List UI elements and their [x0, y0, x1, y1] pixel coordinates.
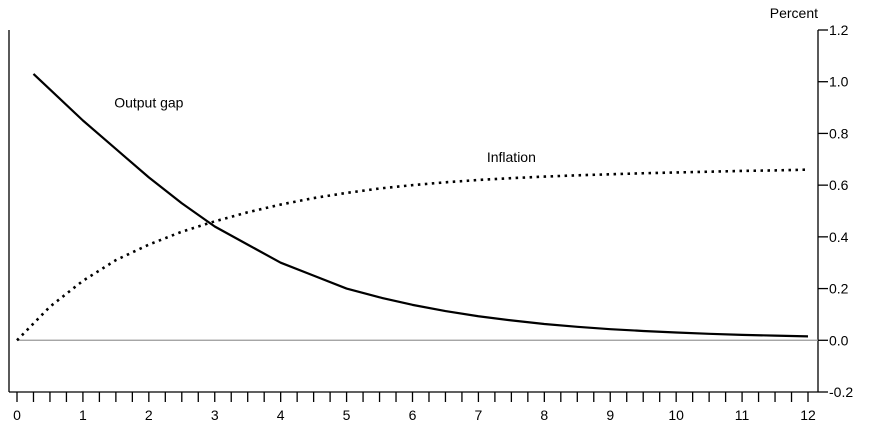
y-tick-label: 1.2 — [829, 22, 849, 38]
inflation-label: Inflation — [487, 149, 536, 165]
x-tick-label: 4 — [277, 407, 285, 423]
x-tick-label: 11 — [735, 407, 750, 423]
y-tick-label: 1.0 — [829, 74, 849, 90]
x-tick-label: 12 — [800, 407, 816, 423]
x-tick-label: 1 — [79, 407, 87, 423]
axes-layer — [8, 29, 828, 402]
x-tick-label: 5 — [343, 407, 351, 423]
series-layer — [16, 73, 809, 342]
x-tick-label: 7 — [475, 407, 483, 423]
y-tick-label: 0.0 — [829, 332, 849, 348]
x-tick-label: 8 — [540, 407, 548, 423]
x-tick-label: 2 — [145, 407, 153, 423]
y-tick-label: 0.8 — [829, 125, 849, 141]
x-tick-label: 9 — [606, 407, 614, 423]
y-tick-label: 0.6 — [829, 177, 849, 193]
x-tick-label: 10 — [668, 407, 684, 423]
y-axis-unit-label: Percent — [770, 5, 818, 21]
y-tick-label: -0.2 — [829, 384, 853, 400]
y-tick-label: 0.4 — [829, 229, 849, 245]
x-tick-label: 6 — [409, 407, 417, 423]
output-gap-series-line — [32, 73, 809, 338]
y-tick-label: 0.2 — [829, 281, 849, 297]
x-tick-label: 3 — [211, 407, 219, 423]
x-tick-label: 0 — [13, 407, 21, 423]
inflation-series-line — [16, 168, 809, 342]
labels-layer: 0 1 2 3 4 5 6 7 8 9 10 11 12-0.20.00.20.40.60.81.01.… — [13, 22, 853, 423]
output-gap-label: Output gap — [114, 95, 183, 111]
